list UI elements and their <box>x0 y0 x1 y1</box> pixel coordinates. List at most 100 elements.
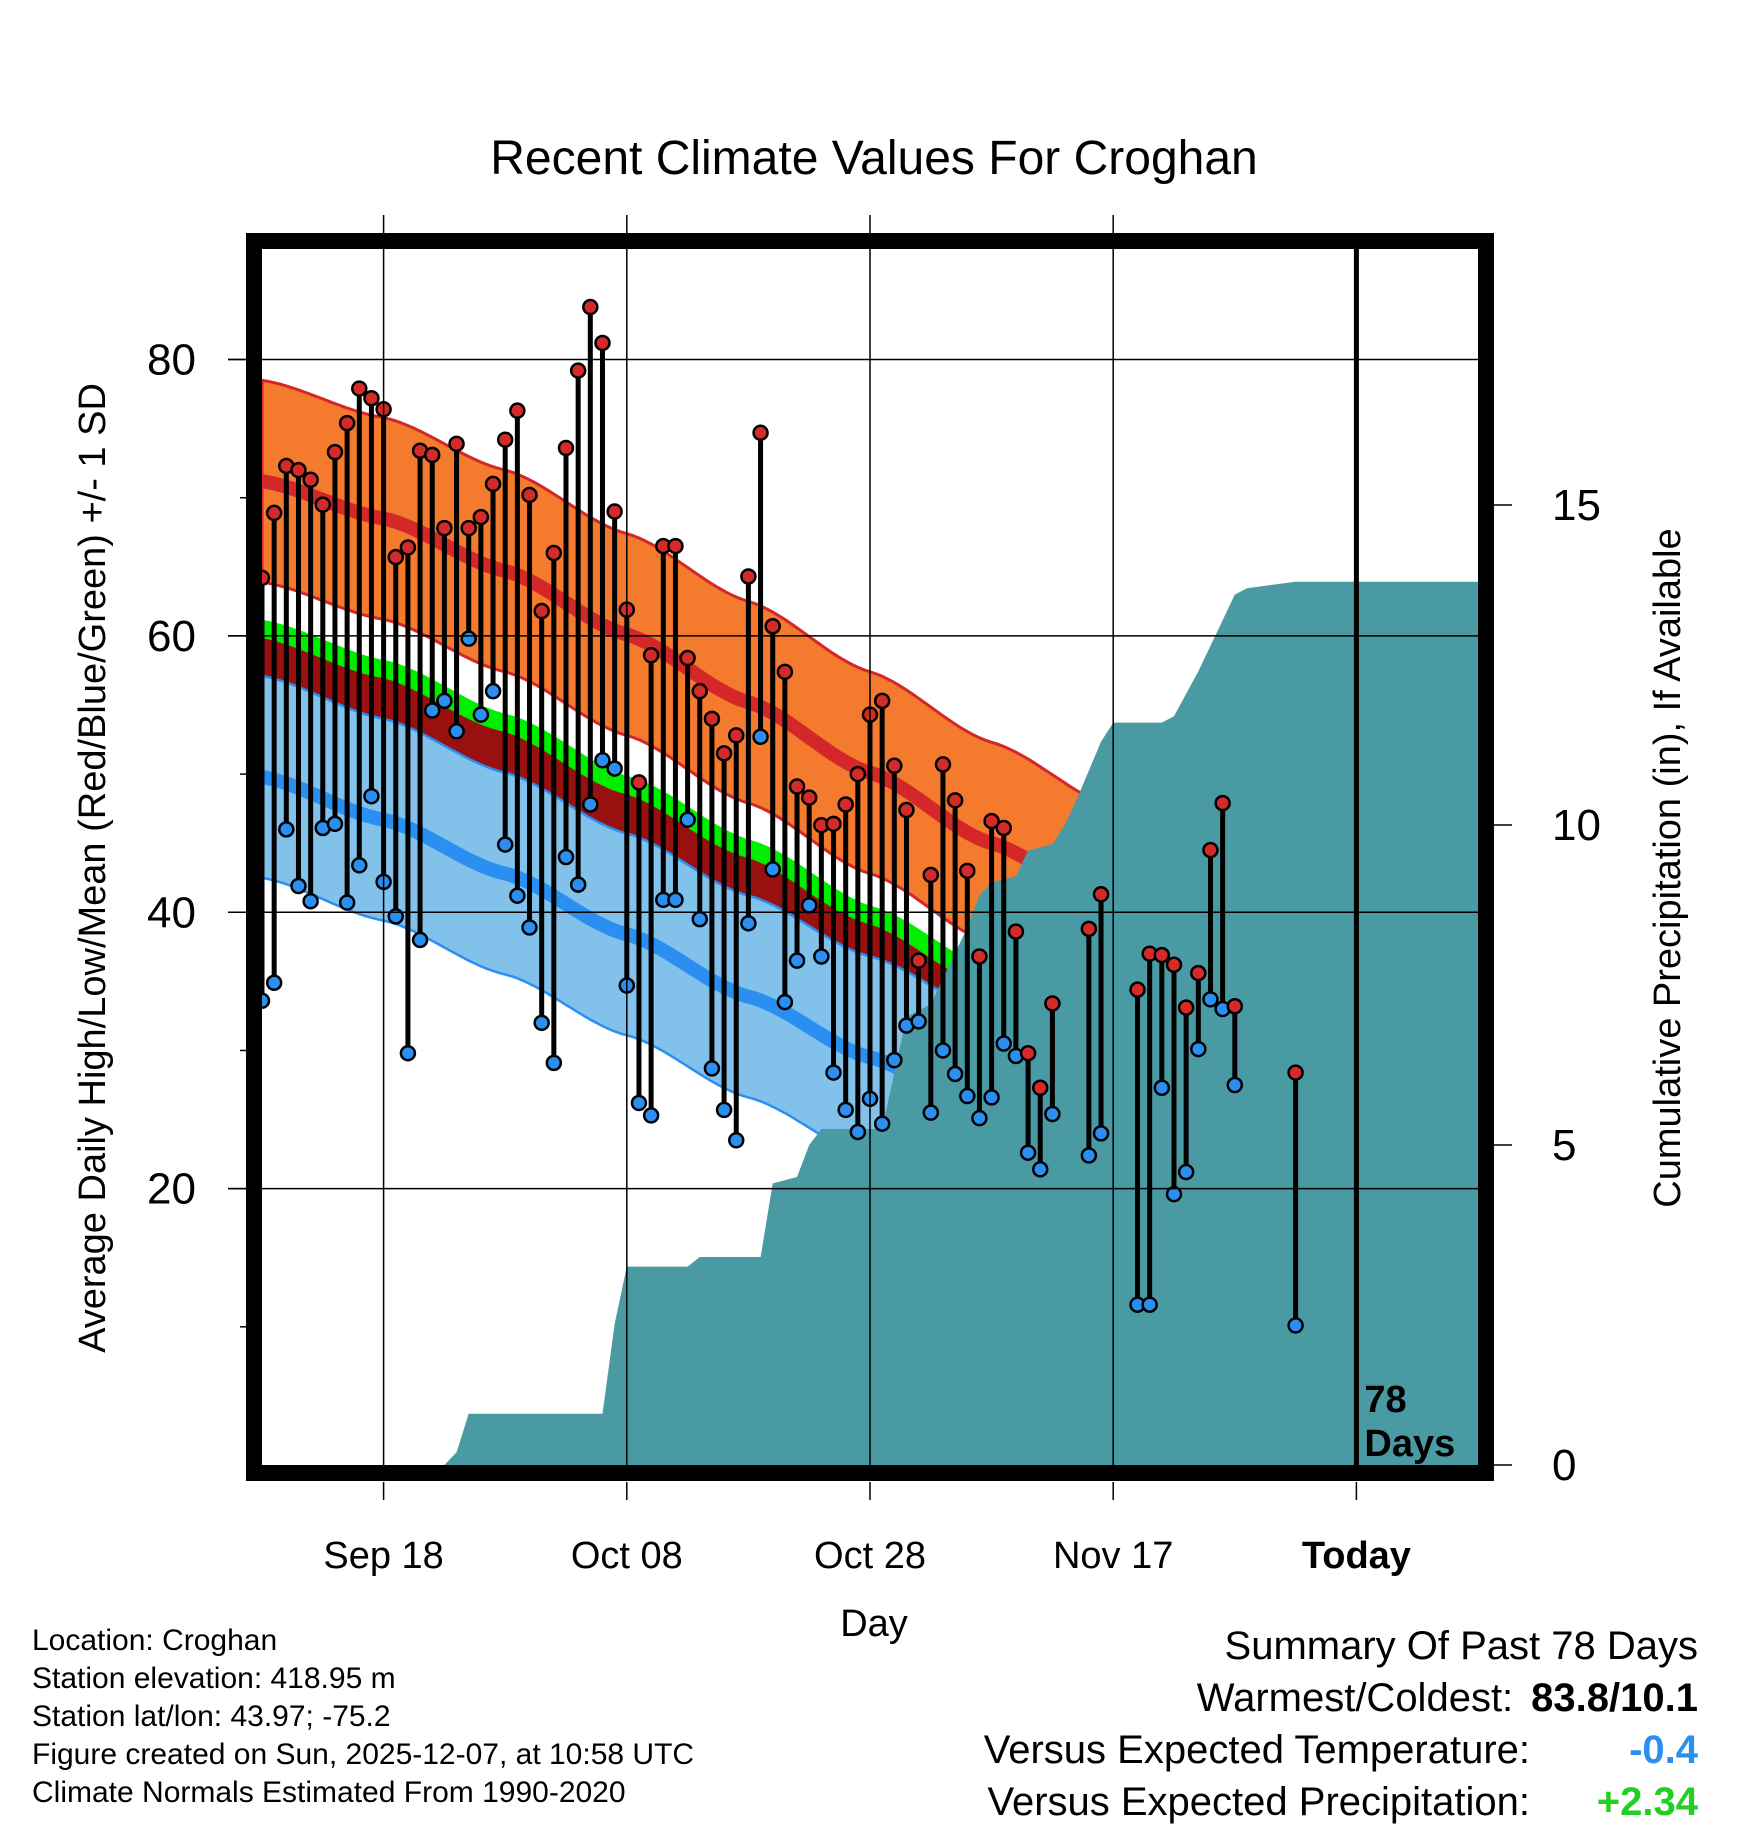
daily-high-point <box>1165 956 1183 974</box>
daily-low-point <box>691 910 709 928</box>
daily-low-point <box>983 1089 1000 1106</box>
daily-high-point <box>934 756 952 773</box>
daily-low-point <box>545 1054 563 1072</box>
daily-low-point <box>278 821 295 838</box>
daily-high-point <box>1153 946 1171 964</box>
daily-high-point <box>1214 794 1231 812</box>
daily-low-point <box>1190 1040 1207 1058</box>
daily-high-point <box>363 389 380 407</box>
daily-low-point <box>813 948 830 965</box>
daily-high-point <box>338 414 356 432</box>
today-days-number: 78 <box>1364 1379 1406 1421</box>
daily-low-point <box>606 760 623 777</box>
daily-high-point <box>1202 841 1219 859</box>
daily-high-point <box>679 649 696 667</box>
x-tick-label: Oct 08 <box>571 1535 683 1577</box>
daily-high-point <box>1092 886 1110 903</box>
daily-high-point <box>1080 920 1098 938</box>
daily-low-point <box>460 630 477 647</box>
daily-high-point <box>1190 964 1207 982</box>
warmest-coldest-row: Warmest/Coldest: 83.8/10.1 <box>984 1672 1698 1724</box>
daily-low-point <box>873 1115 891 1132</box>
daily-low-point <box>290 877 307 895</box>
daily-low-point <box>448 723 465 740</box>
daily-high-point <box>265 504 283 522</box>
cumulative-precip-area <box>262 581 1478 1465</box>
daily-high-point <box>983 812 1000 830</box>
y2-tick-label: 5 <box>1552 1121 1576 1170</box>
daily-low-point <box>703 1060 721 1077</box>
temp-departure-label: Versus Expected Temperature: <box>983 1728 1530 1772</box>
elevation-text: Station elevation: 418.95 m <box>32 1662 396 1695</box>
daily-high-point <box>436 519 453 537</box>
daily-high-point <box>873 692 891 710</box>
daily-low-point <box>1044 1105 1061 1123</box>
daily-high-point <box>691 682 709 700</box>
daily-high-point <box>886 757 903 775</box>
daily-low-point <box>509 887 526 904</box>
x-axis-label: Day <box>840 1603 908 1645</box>
daily-high-point <box>849 765 867 783</box>
daily-high-point <box>399 539 417 556</box>
daily-low-point <box>959 1087 976 1105</box>
daily-high-point <box>582 298 599 316</box>
daily-high-point <box>351 380 368 397</box>
daily-low-point <box>946 1065 964 1083</box>
y2-axis-label: Cumulative Precipitation (in), If Availa… <box>1647 528 1689 1207</box>
daily-high-point <box>788 778 806 795</box>
daily-high-point <box>898 801 915 819</box>
daily-low-point <box>1287 1317 1304 1334</box>
daily-low-point <box>788 952 806 969</box>
daily-high-point <box>521 486 538 504</box>
daily-low-point <box>533 1014 550 1032</box>
y-tick-label: 80 <box>147 336 196 385</box>
daily-low-point <box>521 919 538 936</box>
daily-high-point <box>1226 997 1244 1015</box>
precip-departure-value: +2.34 <box>1596 1780 1698 1824</box>
warmest-coldest-label: Warmest/Coldest: <box>1196 1676 1514 1720</box>
daily-high-point <box>472 508 490 526</box>
daily-low-point <box>557 848 575 866</box>
daily-high-point <box>703 710 721 728</box>
location-text: Location: Croghan <box>32 1624 278 1657</box>
daily-low-point <box>971 1109 988 1127</box>
y2-tick-label: 0 <box>1552 1441 1576 1490</box>
daily-low-point <box>715 1101 733 1119</box>
daily-low-point <box>326 815 344 833</box>
daily-high-point <box>727 727 745 744</box>
daily-high-point <box>715 745 733 762</box>
daily-low-point <box>423 702 441 719</box>
daily-low-point <box>800 897 818 914</box>
daily-low-point <box>1165 1185 1183 1203</box>
daily-high-point <box>1177 999 1195 1016</box>
daily-high-point <box>946 792 964 809</box>
daily-high-point <box>1031 1079 1049 1097</box>
y2-tick-label: 15 <box>1552 481 1601 530</box>
daily-high-point <box>496 431 514 448</box>
daily-low-point <box>387 908 405 925</box>
station-info: Location: Croghan Station elevation: 418… <box>32 1622 694 1812</box>
daily-high-point <box>557 439 575 457</box>
daily-low-point <box>995 1035 1013 1052</box>
daily-high-point <box>971 948 988 965</box>
daily-low-point <box>740 915 757 932</box>
latlon-text: Station lat/lon: 43.97; -75.2 <box>32 1700 391 1733</box>
daily-low-point <box>1226 1076 1244 1094</box>
daily-high-point <box>606 503 623 520</box>
daily-low-point <box>1153 1079 1171 1097</box>
daily-low-point <box>594 752 611 769</box>
daily-low-point <box>1141 1296 1158 1313</box>
y-tick-label: 60 <box>147 612 196 661</box>
daily-high-point <box>959 862 976 880</box>
daily-high-point <box>387 548 405 566</box>
plot-frame <box>246 233 1494 1481</box>
temp-departure-value: -0.4 <box>1629 1728 1698 1772</box>
daily-high-point <box>910 952 927 969</box>
daily-high-point <box>1129 981 1146 998</box>
daily-high-point <box>1044 995 1061 1012</box>
daily-high-point <box>594 334 611 352</box>
daily-low-point <box>1092 1125 1110 1142</box>
daily-low-point <box>484 682 502 700</box>
daily-high-point <box>764 617 781 635</box>
